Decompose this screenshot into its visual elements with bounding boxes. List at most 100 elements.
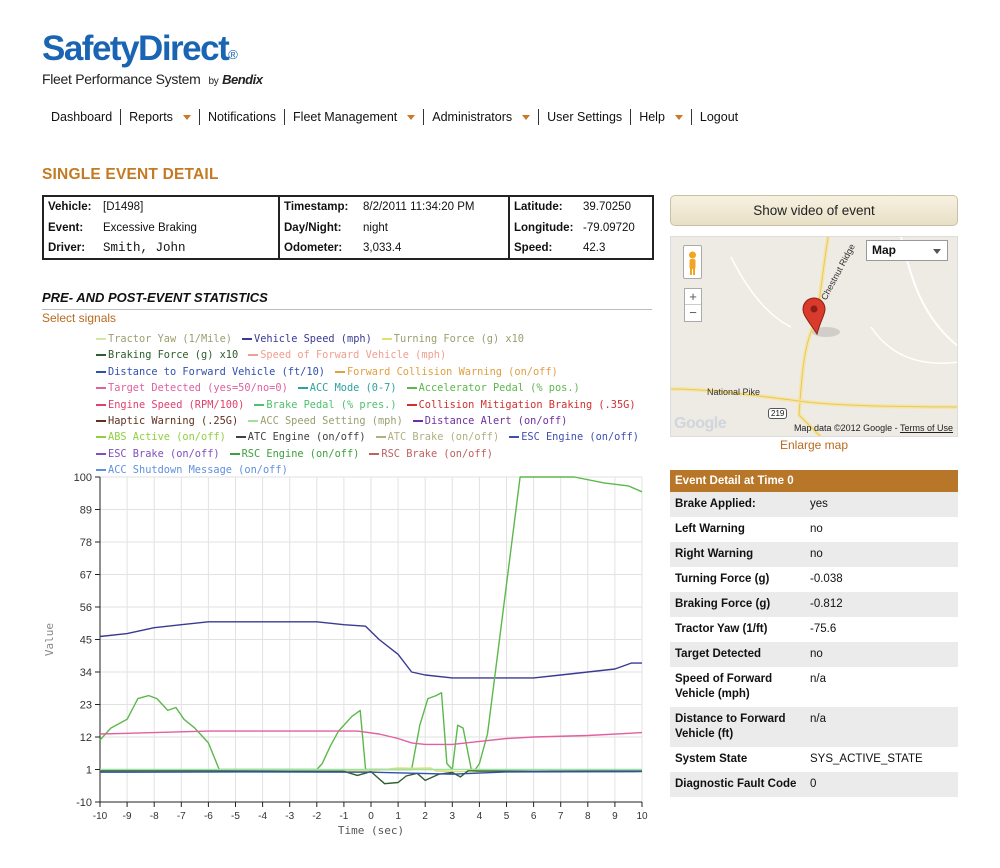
legend-item[interactable]: Accelerator Pedal (% pos.) bbox=[406, 380, 580, 396]
legend-item[interactable]: Distance to Forward Vehicle (ft/10) bbox=[96, 364, 325, 380]
legend-item[interactable]: Brake Pedal (% pres.) bbox=[254, 397, 397, 413]
legend-item[interactable]: Forward Collision Warning (on/off) bbox=[334, 364, 558, 380]
nav-dashboard[interactable]: Dashboard bbox=[44, 109, 122, 125]
enlarge-map-link[interactable]: Enlarge map bbox=[779, 438, 849, 452]
detail-label: Brake Applied: bbox=[675, 498, 756, 510]
legend-label: ESC Engine (on/off) bbox=[521, 431, 639, 444]
vehicle-label: Vehicle: bbox=[48, 201, 92, 213]
odometer-value: 3,033.4 bbox=[359, 238, 510, 259]
series-line-5 bbox=[99, 770, 643, 775]
x-tick-label: -2 bbox=[312, 811, 321, 822]
detail-label: Left Warning bbox=[675, 523, 745, 535]
legend-item[interactable]: ESC Brake (on/off) bbox=[96, 446, 220, 462]
legend-label: Target Detected (yes=50/no=0) bbox=[108, 382, 288, 395]
detail-label: Speed of Forward Vehicle (mph) bbox=[675, 673, 773, 700]
x-tick-label: 10 bbox=[636, 811, 648, 822]
legend-swatch bbox=[235, 436, 246, 439]
legend-label: ATC Brake (on/off) bbox=[387, 431, 500, 444]
legend-item[interactable]: Tractor Yaw (1/Mile) bbox=[96, 331, 232, 347]
x-tick-label: -3 bbox=[285, 811, 294, 822]
legend-item[interactable]: Distance Alert (on/off) bbox=[412, 413, 567, 429]
legend-swatch bbox=[96, 469, 106, 472]
x-tick-label: -9 bbox=[123, 811, 132, 822]
legend-swatch bbox=[96, 436, 106, 439]
legend-item[interactable]: Collision Mitigation Braking (.35G) bbox=[406, 397, 636, 413]
nav-administrators[interactable]: Administrators bbox=[424, 109, 540, 125]
map-view[interactable]: Chestnut Ridge National Pike 219 + − Map… bbox=[670, 236, 958, 437]
nav-reports[interactable]: Reports bbox=[121, 109, 200, 125]
legend-item[interactable]: ATC Engine (on/off) bbox=[235, 429, 366, 445]
legend-row: Engine Speed (RPM/100) Brake Pedal (% pre… bbox=[96, 397, 656, 413]
odometer-label: Odometer: bbox=[284, 242, 343, 254]
detail-label: Braking Force (g) bbox=[675, 598, 771, 610]
nav-logout[interactable]: Logout bbox=[699, 110, 739, 124]
x-tick-label: 7 bbox=[558, 811, 564, 822]
x-tick-label: 5 bbox=[504, 811, 510, 822]
zoom-out-button[interactable]: − bbox=[689, 305, 697, 320]
legend-item[interactable]: Turning Force (g) x10 bbox=[381, 331, 524, 347]
legend-label: Braking Force (g) x10 bbox=[108, 349, 239, 362]
legend-swatch bbox=[375, 436, 386, 439]
legend-item[interactable]: RSC Brake (on/off) bbox=[369, 446, 493, 462]
select-signals-link[interactable]: Select signals bbox=[42, 311, 117, 325]
chevron-down-icon bbox=[182, 114, 191, 120]
map-type-select[interactable]: Map bbox=[866, 240, 948, 261]
x-tick-label: -5 bbox=[231, 811, 240, 822]
y-axis-label: Value bbox=[43, 623, 56, 656]
legend-row: ACC Shutdown Message (on/off) bbox=[96, 462, 656, 478]
detail-label: System State bbox=[675, 753, 748, 765]
logo: SafetyDirect® Fleet Performance System by… bbox=[42, 30, 263, 88]
legend-item[interactable]: ACC Shutdown Message (on/off) bbox=[96, 462, 288, 478]
legend-item[interactable]: Engine Speed (RPM/100) bbox=[96, 397, 244, 413]
speed-value: 42.3 bbox=[583, 242, 606, 254]
legend-item[interactable]: Braking Force (g) x10 bbox=[96, 347, 238, 363]
x-tick-label: -10 bbox=[93, 811, 108, 822]
legend-swatch bbox=[229, 452, 240, 455]
legend-item[interactable]: Speed of Forward Vehicle (mph) bbox=[248, 347, 446, 363]
event-detail-panel: Event Detail at Time 0 Brake Applied: yes… bbox=[670, 470, 958, 797]
legend-item[interactable]: ABS Active (on/off) bbox=[96, 429, 226, 445]
detail-row: Left Warning no bbox=[670, 517, 958, 542]
legend-item[interactable]: ACC Speed Setting (mph) bbox=[248, 413, 403, 429]
detail-label: Diagnostic Fault Code bbox=[675, 778, 797, 790]
show-video-button[interactable]: Show video of event bbox=[670, 195, 958, 226]
detail-row: Tractor Yaw (1/ft) -75.6 bbox=[670, 617, 958, 642]
legend-label: RSC Brake (on/off) bbox=[381, 447, 493, 460]
route-shield: 219 bbox=[768, 408, 788, 419]
legend-label: Vehicle Speed (mph) bbox=[254, 333, 372, 345]
legend-item[interactable]: Haptic Warning (.25G) bbox=[96, 413, 238, 429]
nav-fleet-management[interactable]: Fleet Management bbox=[285, 109, 425, 125]
nav-user-settings[interactable]: User Settings bbox=[539, 109, 632, 125]
legend-item[interactable]: RSC Engine (on/off) bbox=[229, 446, 360, 462]
latitude-label: Latitude: bbox=[514, 201, 563, 213]
detail-row: Distance to Forward Vehicle (ft) n/a bbox=[670, 707, 958, 747]
legend-item[interactable]: Target Detected (yes=50/no=0) bbox=[96, 380, 288, 396]
legend-item[interactable]: ACC Mode (0-7) bbox=[297, 380, 397, 396]
series-line-2 bbox=[99, 730, 643, 746]
terms-of-use-link[interactable]: Terms of Use bbox=[899, 423, 953, 433]
stats-section-title: PRE- AND POST-EVENT STATISTICS bbox=[42, 290, 652, 310]
legend-label: RSC Engine (on/off) bbox=[241, 447, 360, 460]
map-pin-icon[interactable] bbox=[802, 297, 826, 336]
zoom-in-button[interactable]: + bbox=[685, 289, 701, 305]
legend-item[interactable]: ATC Brake (on/off) bbox=[375, 429, 500, 445]
legend-label: Collision Mitigation Braking (.35G) bbox=[418, 398, 636, 411]
detail-value: no bbox=[810, 523, 823, 535]
detail-row: Right Warning no bbox=[670, 542, 958, 567]
driver-value: Smith, John bbox=[99, 238, 280, 259]
series-line-0 bbox=[99, 621, 642, 679]
legend-swatch bbox=[96, 403, 106, 406]
nav-help[interactable]: Help bbox=[631, 109, 692, 125]
detail-value: -75.6 bbox=[810, 623, 837, 635]
legend-swatch bbox=[334, 370, 345, 373]
legend-item[interactable]: ESC Engine (on/off) bbox=[509, 429, 639, 445]
detail-value: n/a bbox=[810, 713, 826, 725]
nav-notifications[interactable]: Notifications bbox=[200, 109, 286, 125]
legend-item[interactable]: Vehicle Speed (mph) bbox=[242, 331, 372, 347]
legend-swatch bbox=[96, 338, 106, 340]
y-tick-label: 100 bbox=[74, 472, 92, 484]
y-tick-label: 56 bbox=[80, 602, 92, 614]
pegman-icon[interactable] bbox=[683, 245, 702, 279]
x-tick-label: 8 bbox=[585, 811, 591, 822]
detail-value: 0 bbox=[810, 778, 817, 790]
